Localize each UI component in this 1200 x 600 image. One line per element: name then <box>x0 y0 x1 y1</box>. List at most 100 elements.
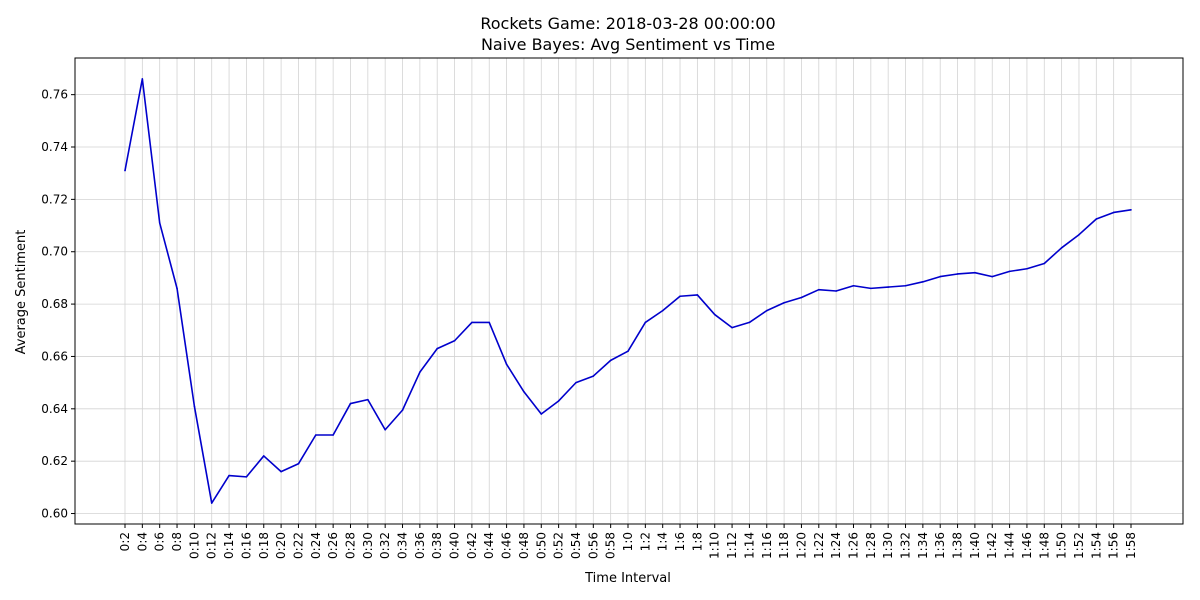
data-point <box>1008 270 1011 273</box>
x-tick-label: 0:46 <box>500 532 514 559</box>
x-tick-label: 1:48 <box>1037 532 1051 559</box>
x-tick-label: 1:4 <box>656 532 670 551</box>
y-tick-label: 0.70 <box>41 245 68 259</box>
data-point <box>870 287 872 290</box>
data-point <box>679 295 681 298</box>
x-tick-label: 0:18 <box>257 532 271 559</box>
x-tick-label: 1:32 <box>899 532 913 559</box>
data-point <box>835 290 837 292</box>
y-tick-label: 0.66 <box>41 349 68 363</box>
chart-title: Rockets Game: 2018-03-28 00:00:00 <box>480 14 775 33</box>
x-tick-label: 0:6 <box>153 532 167 551</box>
data-point <box>627 350 629 353</box>
x-tick-label: 1:38 <box>951 532 965 559</box>
data-point <box>852 284 855 287</box>
x-tick-label: 1:8 <box>690 532 704 551</box>
data-point <box>314 434 317 436</box>
data-point <box>401 409 404 411</box>
y-tick-label: 0.76 <box>41 88 68 102</box>
data-point <box>748 321 751 324</box>
data-point <box>731 326 733 329</box>
x-tick-label: 0:26 <box>326 532 340 559</box>
data-point <box>713 313 716 316</box>
x-tick-label: 1:56 <box>1107 532 1121 559</box>
x-tick-label: 1:44 <box>1003 532 1017 559</box>
data-point <box>471 321 473 324</box>
data-point <box>297 462 300 465</box>
x-tick-label: 0:28 <box>343 532 357 559</box>
x-tick-label: 0:22 <box>291 532 305 559</box>
y-axis: 0.60 0.62 0.64 0.66 0.68 0.70 0.72 0.74 0.76 <box>41 88 75 521</box>
x-tick-label: 0:48 <box>517 532 531 559</box>
data-point <box>1078 233 1080 236</box>
x-tick-label: 0:2 <box>118 532 132 551</box>
x-tick-label: 1:50 <box>1055 532 1069 559</box>
data-point <box>419 371 421 373</box>
data-point <box>661 309 664 312</box>
data-point <box>557 400 560 402</box>
data-point <box>280 470 282 473</box>
x-tick-label: 1:34 <box>916 532 930 559</box>
data-point <box>956 273 959 275</box>
data-point <box>349 402 352 405</box>
y-tick-label: 0.68 <box>41 297 68 311</box>
x-tick-label: 0:44 <box>482 532 496 559</box>
data-point <box>210 502 213 504</box>
x-tick-label: 0:38 <box>430 532 444 559</box>
x-tick-label: 0:36 <box>413 532 427 559</box>
data-point <box>922 281 924 283</box>
x-tick-label: 0:58 <box>604 532 618 559</box>
y-tick-label: 0.74 <box>41 140 68 154</box>
x-axis-label: Time Interval <box>584 571 671 586</box>
data-point <box>974 271 976 274</box>
x-tick-label: 0:16 <box>239 532 253 559</box>
x-tick-label: 0:52 <box>552 532 566 559</box>
data-point <box>505 363 508 366</box>
x-tick-label: 0:30 <box>361 532 375 559</box>
data-point <box>1112 211 1115 214</box>
series-layer <box>124 78 1132 504</box>
x-tick-label: 1:28 <box>864 532 878 559</box>
data-point <box>939 275 942 278</box>
data-point <box>332 434 334 436</box>
x-tick-label: 1:6 <box>673 532 687 551</box>
x-tick-label: 1:54 <box>1089 532 1103 559</box>
y-axis-label: Average Sentiment <box>14 230 29 355</box>
x-tick-label: 1:52 <box>1072 532 1086 559</box>
data-point <box>453 339 456 342</box>
data-point <box>575 381 577 384</box>
data-point <box>1095 218 1098 220</box>
x-tick-label: 1:0 <box>621 532 635 551</box>
x-tick-label: 0:56 <box>586 532 600 559</box>
plot-frame <box>74 57 1184 525</box>
x-tick-label: 0:8 <box>170 532 184 551</box>
data-point <box>245 476 248 478</box>
data-point <box>158 222 161 224</box>
data-point <box>1060 247 1063 249</box>
y-tick-label: 0.64 <box>41 402 68 416</box>
x-tick-label: 1:20 <box>794 532 808 559</box>
x-tick-label: 1:46 <box>1020 532 1034 559</box>
data-point <box>141 78 144 80</box>
data-point <box>887 286 889 288</box>
x-tick-label: 0:54 <box>569 532 583 559</box>
x-tick-label: 1:2 <box>638 532 652 551</box>
data-point <box>540 413 543 415</box>
x-tick-label: 0:24 <box>309 532 323 559</box>
data-point <box>1130 209 1132 211</box>
data-point <box>609 359 612 362</box>
data-point <box>523 390 525 393</box>
x-tick-label: 1:22 <box>812 532 826 559</box>
chart-subtitle: Naive Bayes: Avg Sentiment vs Time <box>481 35 775 54</box>
x-tick-label: 0:40 <box>448 532 462 559</box>
x-tick-label: 0:34 <box>396 532 410 559</box>
x-tick-label: 0:10 <box>187 532 201 559</box>
x-tick-label: 0:4 <box>135 532 149 551</box>
data-point <box>696 294 699 296</box>
x-tick-label: 1:18 <box>777 532 791 559</box>
data-point <box>765 309 768 312</box>
data-point <box>193 405 196 407</box>
data-point <box>592 375 595 377</box>
x-tick-label: 1:42 <box>985 532 999 559</box>
